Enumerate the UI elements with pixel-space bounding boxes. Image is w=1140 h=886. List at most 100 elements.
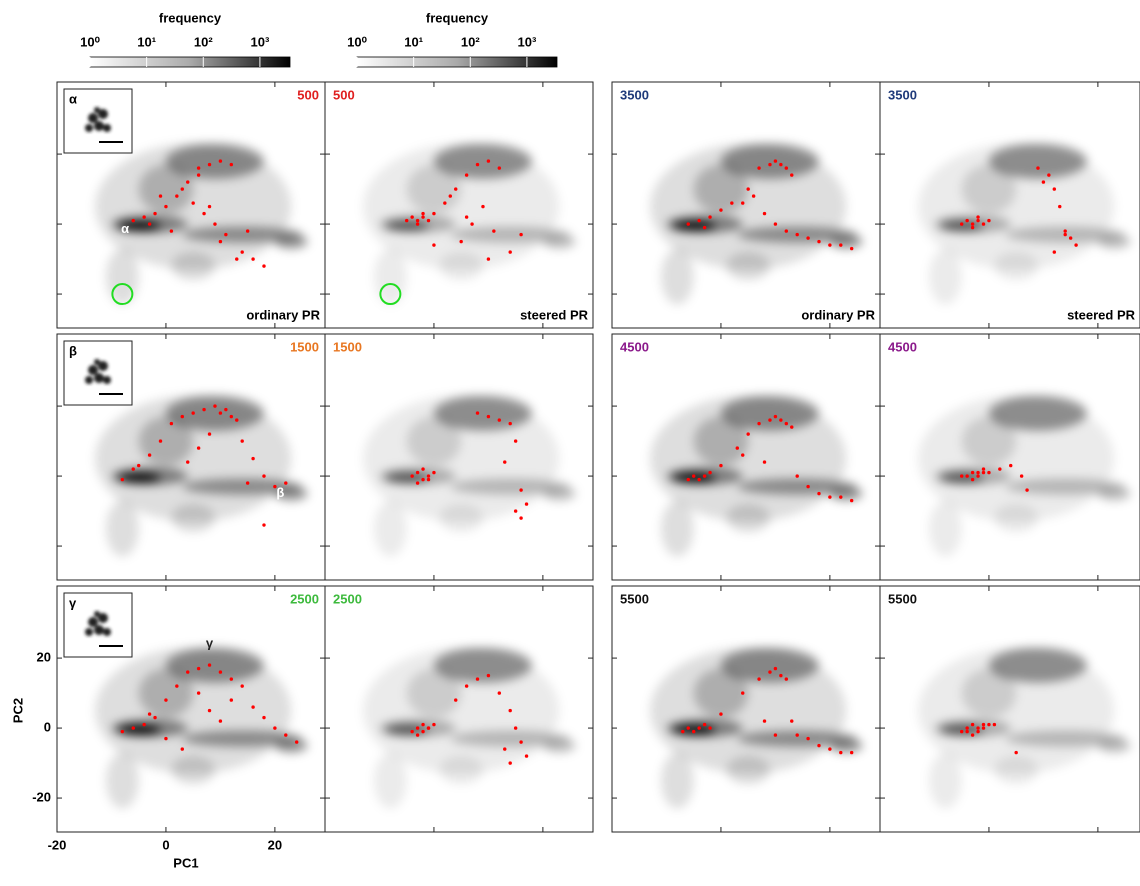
colorbar-tick-label: 10¹ [137,34,156,49]
point [219,719,222,722]
point [498,418,501,421]
point [405,219,408,222]
point [170,229,173,232]
point [965,726,968,729]
point [960,730,963,733]
point [142,723,145,726]
density-blob [726,756,770,784]
point [971,471,974,474]
density-blob [1098,739,1131,753]
point [202,212,205,215]
point [181,187,184,190]
point [1047,173,1050,176]
point [241,684,244,687]
point [965,474,968,477]
point [850,751,853,754]
point [251,705,254,708]
figure: frequency10⁰10¹10²10³frequency10⁰10¹10²1… [0,0,1140,881]
inset-blob [94,373,104,383]
point [1020,474,1023,477]
point [427,478,430,481]
iteration-label: 3500 [620,87,649,102]
density-blob [374,753,407,809]
point [465,684,468,687]
state-annotation: γ [206,636,214,651]
point [208,432,211,435]
point [976,726,979,729]
density-blob [694,165,748,214]
point [148,453,151,456]
point [796,233,799,236]
point [241,250,244,253]
density-blob [385,725,429,735]
point [514,509,517,512]
method-label: ordinary PR [801,307,875,322]
colorbar-tick-label: 10¹ [404,34,423,49]
point [421,215,424,218]
density-map [650,396,862,557]
point [757,422,760,425]
point [1036,166,1039,169]
point [449,194,452,197]
point [208,205,211,208]
density-map [650,144,862,305]
density-blob [661,753,694,809]
point [697,219,700,222]
point [197,667,200,670]
density-map [650,648,862,809]
point [736,446,739,449]
density-blob [407,165,461,214]
point [241,439,244,442]
inset-blob [94,611,100,617]
iteration-label: 2500 [333,591,362,606]
point [454,698,457,701]
point [416,481,419,484]
point [235,418,238,421]
point [410,730,413,733]
point [971,733,974,736]
iteration-label: 1500 [290,339,319,354]
density-blob [139,669,193,718]
point [785,166,788,169]
point [774,159,777,162]
colorbar-tick-label: 10⁰ [347,34,367,49]
point [1064,229,1067,232]
density-blob [171,756,215,784]
point [427,474,430,477]
colorbar-title: frequency [426,10,489,25]
colorbar-tick-label: 10² [194,34,213,49]
iteration-label: 1500 [333,339,362,354]
point [487,257,490,260]
point [224,233,227,236]
point [806,737,809,740]
y-tick-label: 20 [37,650,51,665]
point [828,747,831,750]
point [416,733,419,736]
point [708,215,711,218]
point [181,415,184,418]
point [1074,243,1077,246]
point [1025,488,1028,491]
density-blob [726,504,770,532]
point [730,201,733,204]
point [219,411,222,414]
point [459,240,462,243]
density-blob [994,252,1038,280]
point [839,243,842,246]
density-blob [830,487,863,501]
point [719,464,722,467]
point [175,194,178,197]
point [976,219,979,222]
density-blob [962,417,1016,466]
point [164,698,167,701]
method-label: steered PR [520,307,589,322]
point [164,737,167,740]
point [208,163,211,166]
point [421,467,424,470]
point [197,446,200,449]
density-blob [661,501,694,557]
panel [64,89,308,305]
point [796,733,799,736]
colorbar-tick-label: 10⁰ [80,34,100,49]
panel [64,341,308,557]
